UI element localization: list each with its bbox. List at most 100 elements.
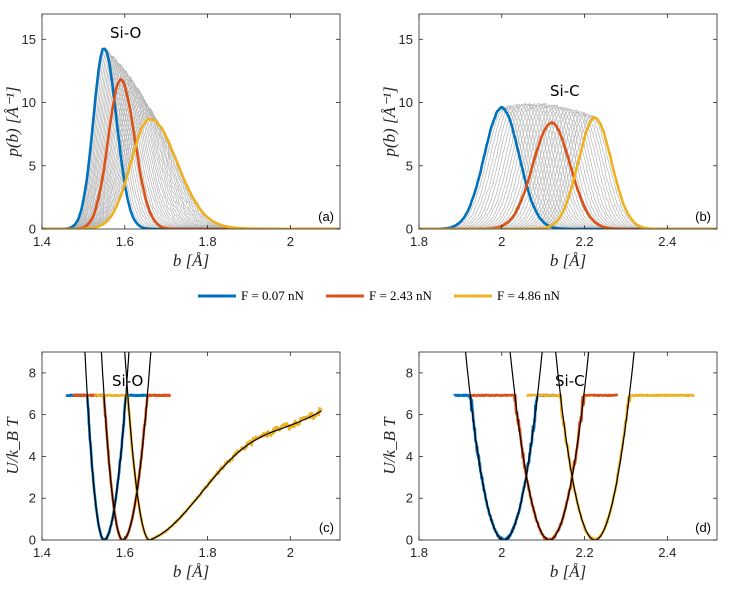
- gray-curve: [42, 62, 340, 229]
- x-tick-label: 2.4: [658, 545, 676, 560]
- series-yellow: [526, 393, 695, 540]
- x-tick-label: 1.6: [116, 234, 134, 249]
- y-tick-label: 6: [406, 407, 413, 422]
- panel-label: (a): [318, 209, 334, 224]
- y-tick-label: 2: [29, 491, 36, 506]
- fit-curve: [124, 352, 322, 540]
- panel-a: 1.4 1.6 1.8 2 0 5 10 15 b [Å] p(b) [Å⁻¹] Si-O (a): [3, 13, 341, 270]
- axes-box: [418, 351, 718, 541]
- y-tick-label: 10: [22, 95, 36, 110]
- panel-label: (d): [695, 520, 711, 535]
- annotation-label: Si-C: [550, 82, 580, 100]
- gray-curve: [419, 105, 717, 229]
- gray-curve: [42, 104, 340, 229]
- x-tick-label: 2: [287, 234, 294, 249]
- y-tick-label: 5: [406, 158, 413, 173]
- panel-b: 1.8 2 2.2 2.4 0 5 10 15 b [Å] p(b) [Å⁻¹] Si-C (b): [380, 13, 718, 270]
- x-tick-label: 2.4: [658, 234, 676, 249]
- gray-curve: [42, 50, 340, 229]
- y-tick-label: 4: [406, 449, 413, 464]
- gray-curve: [42, 50, 340, 229]
- gray-band: [419, 102, 717, 229]
- plot-area: [42, 47, 340, 229]
- panel-label: (c): [319, 520, 334, 535]
- gray-curve: [419, 103, 717, 229]
- gray-curve: [419, 112, 717, 229]
- annotation-label: Si-C: [555, 372, 585, 390]
- gray-curve: [42, 48, 340, 229]
- axes-box: [41, 351, 341, 541]
- gray-curve: [419, 108, 717, 229]
- y-tick-label: 0: [406, 222, 413, 237]
- y-axis-label: p(b) [Å⁻¹]: [3, 86, 22, 157]
- x-tick-label: 1.6: [116, 545, 134, 560]
- series-blue: [42, 47, 340, 229]
- series-blue: [453, 393, 557, 540]
- panel-c: 1.4 1.6 1.8 2 0 2 4 6 8 b [Å] U/k_B T Si-O (c): [3, 351, 341, 581]
- x-axis-label: b [Å]: [550, 251, 586, 270]
- axes-box: [41, 13, 341, 230]
- gray-curve: [419, 106, 717, 229]
- series-orange: [419, 121, 717, 229]
- legend-label-orange: F = 2.43 nN: [369, 288, 433, 303]
- gray-curve: [42, 60, 340, 229]
- fit-curve: [555, 352, 635, 540]
- y-tick-label: 8: [29, 365, 36, 380]
- gray-curve: [42, 55, 340, 229]
- series-yellow: [419, 115, 717, 229]
- y-axis-label: U/k_B T: [380, 416, 399, 475]
- panel-label: (b): [695, 209, 711, 224]
- fit-curve: [84, 352, 130, 540]
- plot-area: [419, 102, 717, 229]
- fit-curve: [100, 352, 152, 540]
- x-tick-label: 1.8: [410, 545, 428, 560]
- gray-curve: [419, 106, 717, 229]
- fit-curve: [464, 352, 543, 540]
- gray-curve: [419, 114, 717, 229]
- y-tick-label: 4: [29, 449, 36, 464]
- x-axis-label: b [Å]: [173, 251, 209, 270]
- gray-curve: [419, 104, 717, 229]
- series-orange: [470, 393, 619, 540]
- gray-curve: [419, 104, 717, 229]
- gray-curve: [419, 114, 717, 229]
- legend: F = 0.07 nN F = 2.43 nN F = 4.86 nN: [198, 288, 561, 303]
- axes-box: [418, 13, 718, 230]
- y-tick-label: 0: [29, 533, 36, 548]
- y-tick-label: 15: [22, 32, 36, 47]
- y-tick-label: 8: [406, 365, 413, 380]
- panel-d: 1.8 2 2.2 2.4 0 2 4 6 8 b [Å] U/k_B T Si-C (d): [380, 351, 718, 581]
- x-tick-label: 1.8: [410, 234, 428, 249]
- x-tick-label: 2.2: [576, 234, 594, 249]
- gray-curve: [419, 109, 717, 229]
- x-tick-label: 2: [498, 234, 505, 249]
- x-tick-label: 1.4: [33, 545, 51, 560]
- y-tick-label: 0: [406, 533, 413, 548]
- gray-curve: [419, 110, 717, 229]
- y-tick-label: 0: [29, 222, 36, 237]
- gray-band: [42, 48, 340, 229]
- gray-curve: [42, 55, 340, 229]
- y-tick-label: 5: [29, 158, 36, 173]
- x-tick-label: 1.8: [199, 234, 217, 249]
- x-axis-label: b [Å]: [173, 562, 209, 581]
- x-axis-label: b [Å]: [550, 562, 586, 581]
- legend-label-yellow: F = 4.86 nN: [497, 288, 561, 303]
- gray-curve: [419, 104, 717, 229]
- legend-label-blue: F = 0.07 nN: [241, 288, 305, 303]
- series-yellow: [93, 393, 323, 540]
- y-tick-label: 15: [399, 32, 413, 47]
- x-tick-label: 2.2: [576, 545, 594, 560]
- plot-area: [65, 352, 323, 540]
- y-axis-label: U/k_B T: [3, 416, 22, 475]
- gray-curve: [419, 102, 717, 229]
- x-tick-label: 1.8: [199, 545, 217, 560]
- y-tick-label: 6: [29, 407, 36, 422]
- gray-curve: [419, 103, 717, 229]
- gray-curve: [419, 111, 717, 229]
- y-axis-label: p(b) [Å⁻¹]: [380, 86, 399, 157]
- y-tick-label: 10: [399, 95, 413, 110]
- x-tick-label: 1.4: [33, 234, 51, 249]
- gray-curve: [42, 59, 340, 229]
